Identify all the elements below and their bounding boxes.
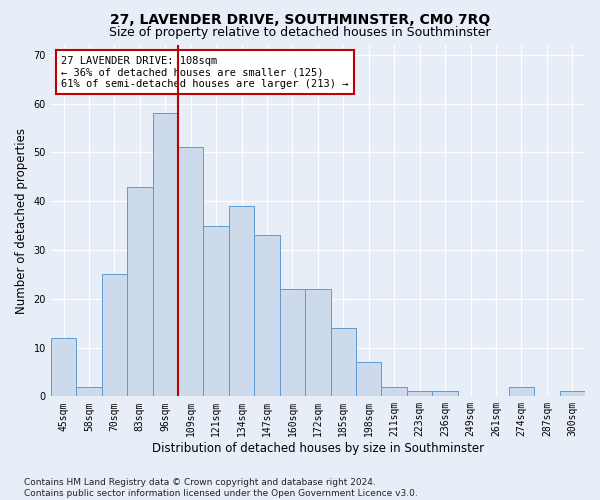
Bar bbox=[152, 114, 178, 397]
Bar bbox=[433, 392, 458, 396]
Bar bbox=[51, 338, 76, 396]
Bar bbox=[178, 148, 203, 396]
Y-axis label: Number of detached properties: Number of detached properties bbox=[15, 128, 28, 314]
Bar bbox=[509, 386, 534, 396]
Bar bbox=[229, 206, 254, 396]
Bar bbox=[331, 328, 356, 396]
Bar bbox=[382, 386, 407, 396]
Bar bbox=[76, 386, 101, 396]
Bar bbox=[101, 274, 127, 396]
Bar bbox=[203, 226, 229, 396]
Bar bbox=[127, 186, 152, 396]
Text: 27, LAVENDER DRIVE, SOUTHMINSTER, CM0 7RQ: 27, LAVENDER DRIVE, SOUTHMINSTER, CM0 7R… bbox=[110, 12, 490, 26]
Text: Contains HM Land Registry data © Crown copyright and database right 2024.
Contai: Contains HM Land Registry data © Crown c… bbox=[24, 478, 418, 498]
Bar bbox=[356, 362, 382, 396]
Bar bbox=[407, 392, 433, 396]
Bar bbox=[280, 289, 305, 397]
Text: Size of property relative to detached houses in Southminster: Size of property relative to detached ho… bbox=[109, 26, 491, 39]
Bar bbox=[254, 236, 280, 396]
Bar bbox=[560, 392, 585, 396]
Text: 27 LAVENDER DRIVE: 108sqm
← 36% of detached houses are smaller (125)
61% of semi: 27 LAVENDER DRIVE: 108sqm ← 36% of detac… bbox=[61, 56, 349, 88]
X-axis label: Distribution of detached houses by size in Southminster: Distribution of detached houses by size … bbox=[152, 442, 484, 455]
Bar bbox=[305, 289, 331, 397]
